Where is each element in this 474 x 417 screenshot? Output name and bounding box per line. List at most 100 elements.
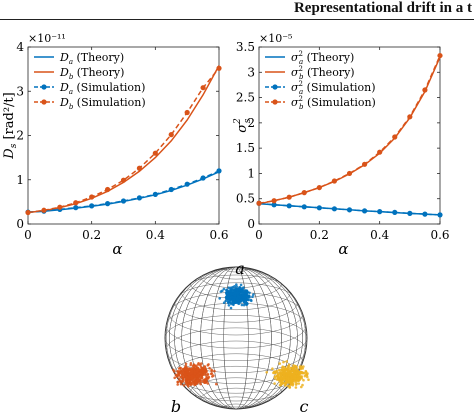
cluster-point <box>193 364 197 368</box>
y-tick-label: 0 <box>247 217 255 231</box>
cluster-point <box>224 299 227 303</box>
cluster-point <box>206 373 209 377</box>
cluster-point <box>278 362 282 365</box>
cluster-point <box>222 287 226 291</box>
cluster-point <box>229 286 233 290</box>
cluster-point <box>290 377 293 381</box>
chart-legend: σ2 a (Theory)σ2 b (Theory)σ2 a (Simulation)… <box>265 50 376 111</box>
cluster-point <box>236 291 240 295</box>
cluster-point <box>243 294 247 298</box>
data-point <box>73 200 79 206</box>
latitude-line <box>211 396 261 409</box>
cluster-point <box>227 286 231 290</box>
cluster-point <box>287 377 290 380</box>
data-point <box>136 165 143 171</box>
cluster-point <box>237 301 241 304</box>
x-tick-label: 0.2 <box>82 228 101 242</box>
cluster-point <box>218 297 221 300</box>
cluster-point <box>233 298 236 302</box>
x-tick-label: 0.6 <box>430 228 449 242</box>
y-tick-label: 2 <box>16 129 24 143</box>
cluster-point <box>294 386 298 389</box>
cluster-point <box>196 363 200 366</box>
cluster-point <box>239 295 242 298</box>
y-axis-label: σ2s <box>233 118 253 133</box>
y-tick-label: 1 <box>16 173 24 187</box>
cluster-point <box>176 380 179 384</box>
cluster-point <box>244 299 248 302</box>
plot-area-frame <box>258 46 441 225</box>
legend-marker-swatch <box>41 99 47 105</box>
data-point <box>377 209 383 215</box>
cluster-point <box>307 378 310 382</box>
cluster-point <box>179 366 182 370</box>
cluster-point <box>248 296 251 299</box>
cluster-point <box>190 367 193 370</box>
cluster-point <box>177 374 181 377</box>
data-point <box>331 206 338 212</box>
cluster-point <box>235 283 238 286</box>
data-point <box>152 191 158 197</box>
cluster-point <box>229 301 233 305</box>
longitude-line <box>190 267 282 409</box>
data-point <box>216 168 222 174</box>
cluster-point <box>188 380 192 383</box>
x-axis-label: α <box>338 240 348 258</box>
cluster-point <box>242 303 246 307</box>
cluster-point <box>180 375 184 378</box>
y-tick-label: 3 <box>16 84 24 98</box>
longitude-line <box>223 267 249 409</box>
cluster-point <box>212 374 215 377</box>
cluster-point <box>284 382 288 386</box>
cluster-point <box>189 362 193 365</box>
data-point <box>377 149 383 155</box>
cluster-c <box>265 360 310 389</box>
x-tick-label: 0 <box>255 228 263 242</box>
cluster-point <box>225 289 228 292</box>
cluster-point <box>225 291 228 294</box>
cluster-point <box>282 376 286 380</box>
data-point <box>316 184 322 191</box>
data-point <box>361 161 368 167</box>
cluster-point <box>273 370 276 373</box>
cluster-point <box>294 377 297 381</box>
cluster-point <box>230 295 234 299</box>
legend-entry-label: Db (Theory) <box>59 66 124 81</box>
cluster-point <box>201 370 205 374</box>
cluster-point <box>200 377 204 380</box>
y-axis-label: Ds [rad²/t] <box>2 92 19 159</box>
cluster-point <box>189 382 193 385</box>
cluster-point <box>191 379 195 383</box>
cluster-point <box>232 302 235 306</box>
cluster-point <box>299 375 303 379</box>
cluster-point <box>285 360 289 363</box>
legend-marker-swatch <box>272 99 278 105</box>
cluster-point <box>306 372 309 375</box>
cluster-point <box>226 294 229 298</box>
cluster-point <box>177 372 180 375</box>
cluster-point <box>300 385 303 389</box>
data-point <box>152 150 158 156</box>
sphere-outline <box>164 266 308 410</box>
cluster-point <box>291 379 294 383</box>
data-point <box>73 205 79 211</box>
cluster-point <box>273 375 277 378</box>
data-point <box>200 85 206 91</box>
cluster-point <box>199 370 203 374</box>
cluster-point <box>238 289 242 292</box>
cluster-point <box>193 372 197 375</box>
cluster-point <box>179 371 183 374</box>
cluster-b <box>172 362 218 388</box>
cluster-point <box>190 370 194 374</box>
cluster-point <box>281 366 284 370</box>
cluster-point <box>231 300 235 304</box>
cluster-point <box>203 366 207 369</box>
cluster-point <box>277 373 280 376</box>
data-point <box>256 200 262 206</box>
cluster-point <box>236 289 239 293</box>
cluster-label-b: b <box>171 397 181 416</box>
cluster-point <box>282 360 285 364</box>
cluster-point <box>222 301 226 305</box>
